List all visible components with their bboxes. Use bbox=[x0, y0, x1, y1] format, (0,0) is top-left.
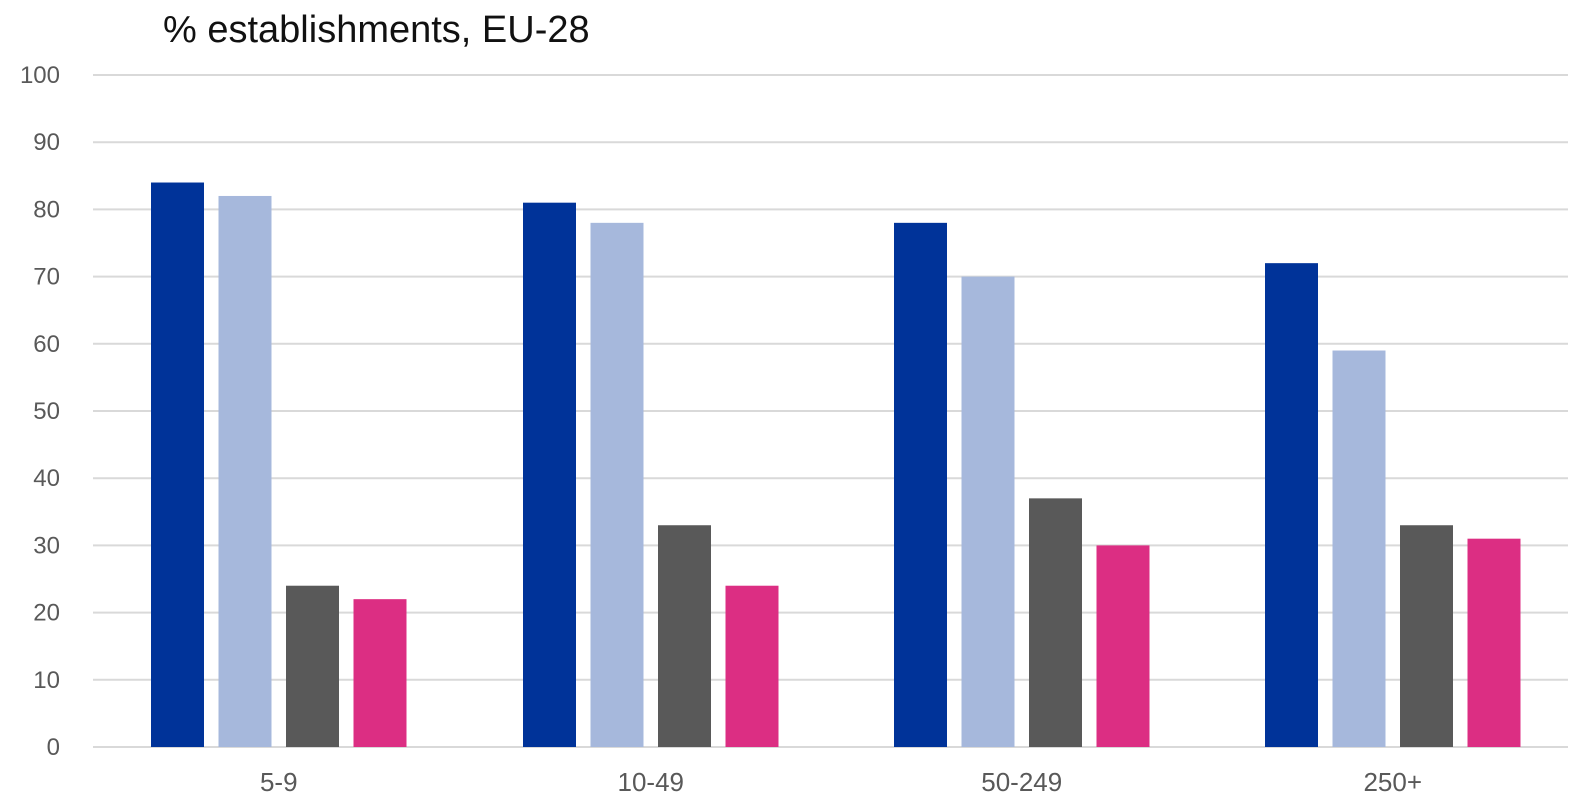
y-tick-label: 20 bbox=[33, 600, 60, 627]
bar-50-249-series-2 bbox=[961, 276, 1015, 747]
y-tick-label: 60 bbox=[33, 331, 60, 358]
y-tick-label: 10 bbox=[33, 667, 60, 694]
bar-10-49-series-4 bbox=[725, 585, 779, 747]
bar-10-49-series-3 bbox=[658, 525, 711, 747]
x-tick-label: 10-49 bbox=[618, 767, 685, 797]
bar-250+-series-1 bbox=[1265, 263, 1318, 747]
bar-10-49-series-1 bbox=[523, 202, 576, 747]
x-axis-tick-labels: 5-9 10-49 50-249 250+ bbox=[260, 767, 1422, 797]
bar-5-9-series-4 bbox=[353, 599, 407, 747]
bar-50-249-series-1 bbox=[894, 222, 947, 748]
bar-250+-series-3 bbox=[1400, 525, 1453, 747]
y-tick-label: 90 bbox=[33, 129, 60, 156]
y-tick-label: 40 bbox=[33, 465, 60, 492]
x-tick-label: 5-9 bbox=[260, 767, 298, 797]
x-tick-label: 250+ bbox=[1363, 767, 1422, 797]
bar-5-9-series-1 bbox=[151, 182, 204, 747]
bar-10-49-series-2 bbox=[590, 222, 644, 748]
bar-250+-series-2 bbox=[1332, 350, 1386, 747]
bar-50-249-series-3 bbox=[1029, 498, 1082, 747]
y-tick-label: 50 bbox=[33, 398, 60, 425]
y-tick-label: 70 bbox=[33, 264, 60, 291]
y-tick-label: 30 bbox=[33, 532, 60, 559]
y-tick-label: 80 bbox=[33, 196, 60, 223]
y-tick-label: 100 bbox=[20, 62, 60, 89]
bar-5-9-series-2 bbox=[218, 195, 272, 747]
bar-250+-series-4 bbox=[1467, 538, 1521, 747]
bars bbox=[151, 182, 1521, 748]
chart-title: % establishments, EU-28 bbox=[163, 9, 590, 51]
y-tick-label: 0 bbox=[47, 734, 60, 761]
x-tick-label: 50-249 bbox=[981, 767, 1062, 797]
bar-5-9-series-3 bbox=[286, 585, 339, 747]
bar-50-249-series-4 bbox=[1096, 545, 1150, 747]
y-axis-tick-labels: 0 10 20 30 40 50 60 70 80 90 100 bbox=[20, 62, 60, 761]
